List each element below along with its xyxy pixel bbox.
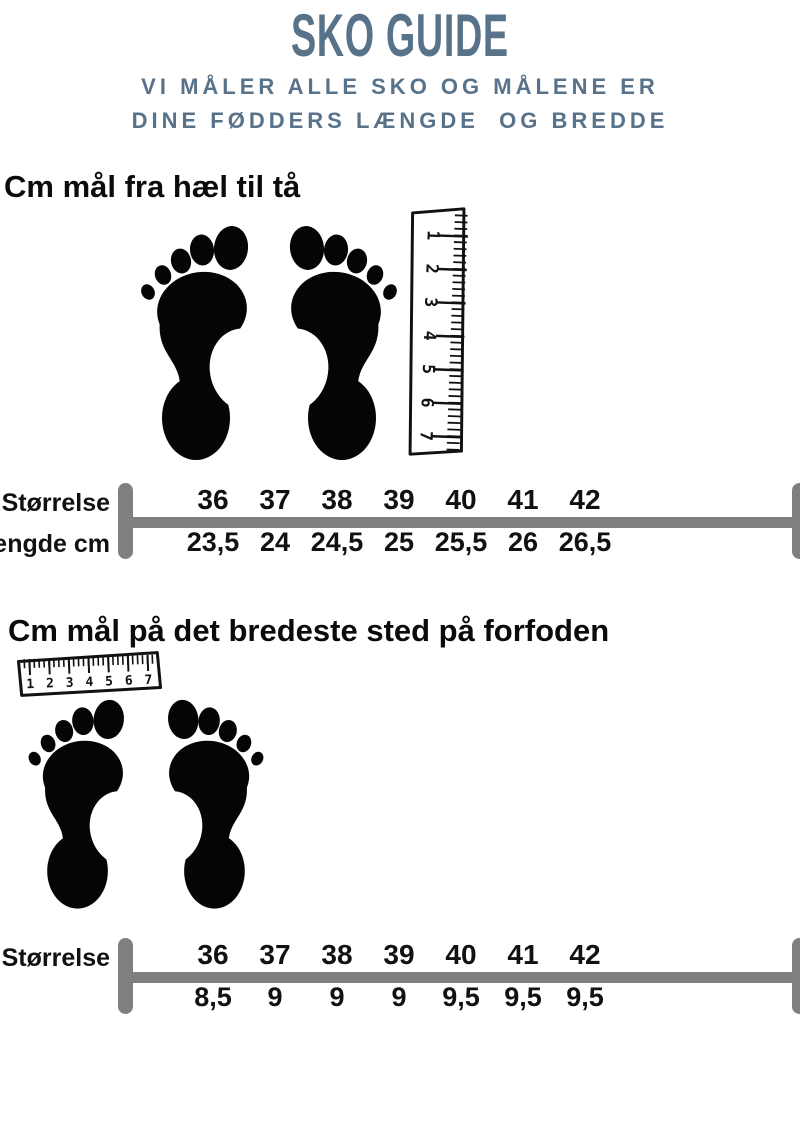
section-length-heading: Cm mål fra hæl til tå — [4, 169, 301, 204]
size-cell: 41 — [507, 484, 539, 515]
ruler-number: 4 — [420, 330, 440, 341]
size-row: 36 37 38 39 40 41 42 — [182, 939, 616, 971]
size-cell: 36 — [197, 939, 229, 970]
size-cell: 39 — [383, 484, 415, 515]
size-row: 36 37 38 39 40 41 42 — [182, 484, 616, 516]
length-cell: 24,5 — [310, 527, 364, 557]
width-cell: 9,5 — [504, 982, 542, 1012]
length-row-label: Længde cm — [0, 530, 110, 558]
ruler-number: 5 — [419, 364, 439, 375]
width-cell: 9 — [329, 982, 345, 1012]
size-cell: 38 — [321, 939, 353, 970]
ruler-number: 2 — [46, 676, 54, 691]
size-cell: 42 — [569, 484, 601, 515]
length-cell: 24 — [259, 527, 291, 557]
scale-end-cap-left — [118, 483, 133, 559]
section-width-heading: Cm mål på det bredeste sted på forfoden — [8, 613, 610, 648]
scale-end-cap-left — [118, 938, 133, 1014]
width-cell: 9,5 — [566, 982, 604, 1012]
scale-end-cap-right — [792, 483, 800, 559]
length-cell: 23,5 — [186, 527, 240, 557]
scale-bar — [126, 517, 795, 528]
page-title: SKO GUIDE — [0, 2, 800, 69]
ruler-number: 3 — [66, 676, 74, 691]
size-cell: 36 — [197, 484, 229, 515]
ruler-number: 6 — [125, 673, 134, 688]
ruler-number: 6 — [418, 397, 438, 408]
width-cell: 9 — [391, 982, 407, 1012]
size-cell: 37 — [259, 939, 291, 970]
subtitle-line-2: DINE FØDDERS LÆNGDE OG BREDDE — [131, 108, 669, 133]
ruler-number: 1 — [423, 230, 443, 241]
width-row: 8,5 9 9 9 9,5 9,5 9,5 — [182, 982, 616, 1013]
scale-bar — [126, 972, 795, 983]
size-cell: 40 — [445, 484, 477, 515]
ruler-number: 4 — [85, 675, 94, 690]
scale-end-cap-right — [792, 938, 800, 1014]
ruler-number: 1 — [26, 677, 35, 692]
length-cell: 26 — [507, 527, 539, 557]
size-cell: 39 — [383, 939, 415, 970]
ruler-number: 3 — [421, 297, 441, 308]
page-subtitle: VI MÅLER ALLE SKO OG MÅLENE ER DINE FØDDE… — [0, 70, 800, 138]
horizontal-ruler-icon: 1 2 3 4 5 6 7 — [15, 648, 163, 699]
length-cell: 26,5 — [558, 527, 612, 557]
page-title-text: SKO GUIDE — [291, 2, 509, 69]
ruler-number: 5 — [105, 674, 113, 689]
size-cell: 40 — [445, 939, 477, 970]
size-cell: 42 — [569, 939, 601, 970]
subtitle-line-1: VI MÅLER ALLE SKO OG MÅLENE ER — [141, 74, 659, 99]
ruler-number: 2 — [422, 263, 442, 274]
length-cell: 25,5 — [434, 527, 488, 557]
size-cell: 41 — [507, 939, 539, 970]
length-row: 23,5 24 24,5 25 25,5 26 26,5 — [182, 527, 616, 558]
ruler-number: 7 — [416, 431, 436, 442]
width-cell: 8,5 — [194, 982, 232, 1012]
vertical-ruler-icon: 1 2 3 4 5 6 7 — [400, 205, 475, 459]
length-cell: 25 — [383, 527, 415, 557]
size-row-label: Størrelse — [1, 944, 110, 972]
ruler-number: 7 — [144, 673, 152, 688]
size-row-label: Størrelse — [1, 489, 110, 517]
size-cell: 38 — [321, 484, 353, 515]
width-cell: 9,5 — [442, 982, 480, 1012]
left-footprint-icon — [138, 224, 266, 460]
width-cell: 9 — [267, 982, 283, 1012]
left-footprint-icon — [26, 698, 140, 909]
size-cell: 37 — [259, 484, 291, 515]
right-footprint-icon — [152, 698, 266, 909]
right-footprint-icon — [272, 224, 400, 460]
